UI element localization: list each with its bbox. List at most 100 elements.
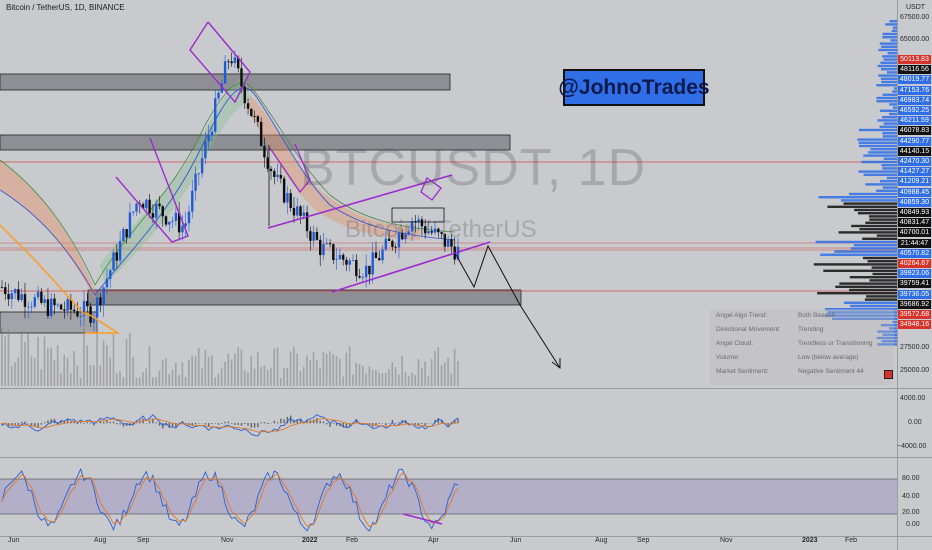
- volume-bar: [135, 377, 138, 386]
- candle-body: [230, 61, 233, 64]
- volume-profile-bar: [870, 148, 897, 151]
- volume-bar: [309, 360, 312, 386]
- volume-bar: [260, 367, 262, 386]
- macd-tick: 0.00: [908, 419, 922, 426]
- volume-bar: [256, 352, 259, 386]
- volume-profile-bar: [831, 317, 897, 320]
- volume-profile-bar: [858, 144, 897, 148]
- macd-histogram-bar: [335, 423, 338, 426]
- macd-histogram-bar: [191, 423, 193, 426]
- support-zone[interactable]: [87, 289, 522, 306]
- candle-body: [437, 228, 440, 233]
- price-tag: 41427.27: [898, 167, 931, 177]
- price-tag: 39759.41: [898, 279, 931, 289]
- volume-bar: [293, 346, 295, 386]
- candle-body: [125, 229, 128, 238]
- rsi-divergence-line[interactable]: [402, 513, 443, 525]
- macd-histogram-bar: [398, 422, 400, 424]
- consolidation-box[interactable]: [391, 207, 445, 223]
- volume-bar: [316, 360, 318, 386]
- volume-profile-bar: [866, 295, 897, 298]
- channel-lower-line[interactable]: [331, 241, 491, 293]
- volume-bar: [348, 346, 351, 386]
- orange-trendline[interactable]: [0, 224, 86, 316]
- macd-histogram-bar: [34, 423, 36, 427]
- candle-body: [187, 211, 191, 224]
- candle-body: [401, 233, 404, 240]
- macd-histogram-bar: [316, 418, 318, 424]
- volume-bar: [14, 362, 16, 386]
- volume-bar: [332, 354, 335, 386]
- volume-bar: [368, 366, 371, 386]
- price-tag: 39736.05: [898, 289, 931, 299]
- time-tick: Feb: [845, 537, 858, 544]
- purple-flag-pattern[interactable]: [269, 143, 311, 194]
- projection-path[interactable]: [454, 244, 561, 369]
- macd-histogram-bar: [109, 421, 111, 424]
- volume-profile-bar: [881, 80, 897, 84]
- purple-flag-pattern[interactable]: [115, 137, 189, 243]
- candle-body: [210, 131, 214, 136]
- info-value: Negative Sentiment 44: [798, 368, 864, 375]
- volume-bar: [197, 347, 200, 386]
- volume-bar: [289, 351, 292, 386]
- macd-histogram-bar: [175, 423, 177, 428]
- volume-bar: [20, 330, 23, 386]
- volume-profile-bar: [818, 196, 897, 199]
- candle-body: [279, 174, 283, 179]
- candle-body: [177, 212, 181, 233]
- volume-bar: [79, 377, 82, 386]
- brand-handle: @JohnoTrades: [558, 75, 710, 99]
- volume-profile-bar: [867, 260, 897, 263]
- info-value: Trendless or Transitioning: [798, 340, 873, 347]
- macd-histogram-bar: [24, 421, 26, 424]
- candle-body: [148, 199, 151, 214]
- orange-triangle[interactable]: [84, 311, 121, 334]
- volume-profile-bar: [835, 285, 897, 288]
- macd-histogram-bar: [267, 423, 269, 425]
- candle-body: [227, 61, 230, 63]
- volume-profile-bar: [863, 154, 897, 157]
- candle-body: [217, 92, 220, 99]
- volume-profile-bar: [879, 180, 897, 183]
- volume-profile-bar: [862, 256, 897, 260]
- volume-bar: [230, 359, 233, 386]
- rsi-tick: 40.00: [902, 493, 920, 500]
- volume-bar: [194, 355, 197, 386]
- time-tick: Feb: [346, 537, 359, 544]
- resistance-zone[interactable]: [0, 134, 511, 151]
- macd-histogram-bar: [50, 419, 52, 424]
- candle-body: [191, 190, 194, 212]
- volume-bar: [96, 328, 98, 386]
- candle-body: [63, 309, 66, 311]
- candle-body: [151, 213, 155, 218]
- candle-body: [302, 212, 306, 216]
- volume-profile-bar: [824, 308, 897, 311]
- volume-bar: [7, 329, 10, 386]
- volume-bar: [119, 371, 121, 386]
- macd-histogram-bar: [250, 423, 253, 428]
- volume-bar: [178, 375, 180, 386]
- info-row: Angel Algo Trend: Both Bearish: [716, 312, 888, 322]
- volume-profile-bar: [858, 141, 897, 144]
- candle-body: [181, 226, 184, 233]
- candle-body: [105, 278, 109, 288]
- volume-profile-bar: [890, 39, 897, 42]
- candle-body: [358, 276, 361, 278]
- volume-bar: [345, 352, 348, 386]
- volume-profile-bar: [827, 311, 897, 314]
- purple-wedge[interactable]: [420, 177, 442, 201]
- volume-profile-bar: [878, 48, 897, 52]
- volume-profile-bar: [872, 272, 897, 276]
- candle-body: [128, 212, 132, 238]
- price-tick: 67500.00: [900, 14, 930, 21]
- price-tag: 40570.82: [898, 248, 931, 258]
- purple-channel-pattern[interactable]: [189, 21, 251, 104]
- volume-profile-bar: [823, 269, 897, 272]
- volume-bar: [217, 373, 220, 386]
- time-tick: Sep: [637, 537, 650, 544]
- volume-profile-bar: [871, 266, 897, 269]
- channel-upper-line[interactable]: [267, 174, 453, 229]
- price-tag: 40859.30: [898, 197, 931, 207]
- candle-body: [154, 203, 158, 218]
